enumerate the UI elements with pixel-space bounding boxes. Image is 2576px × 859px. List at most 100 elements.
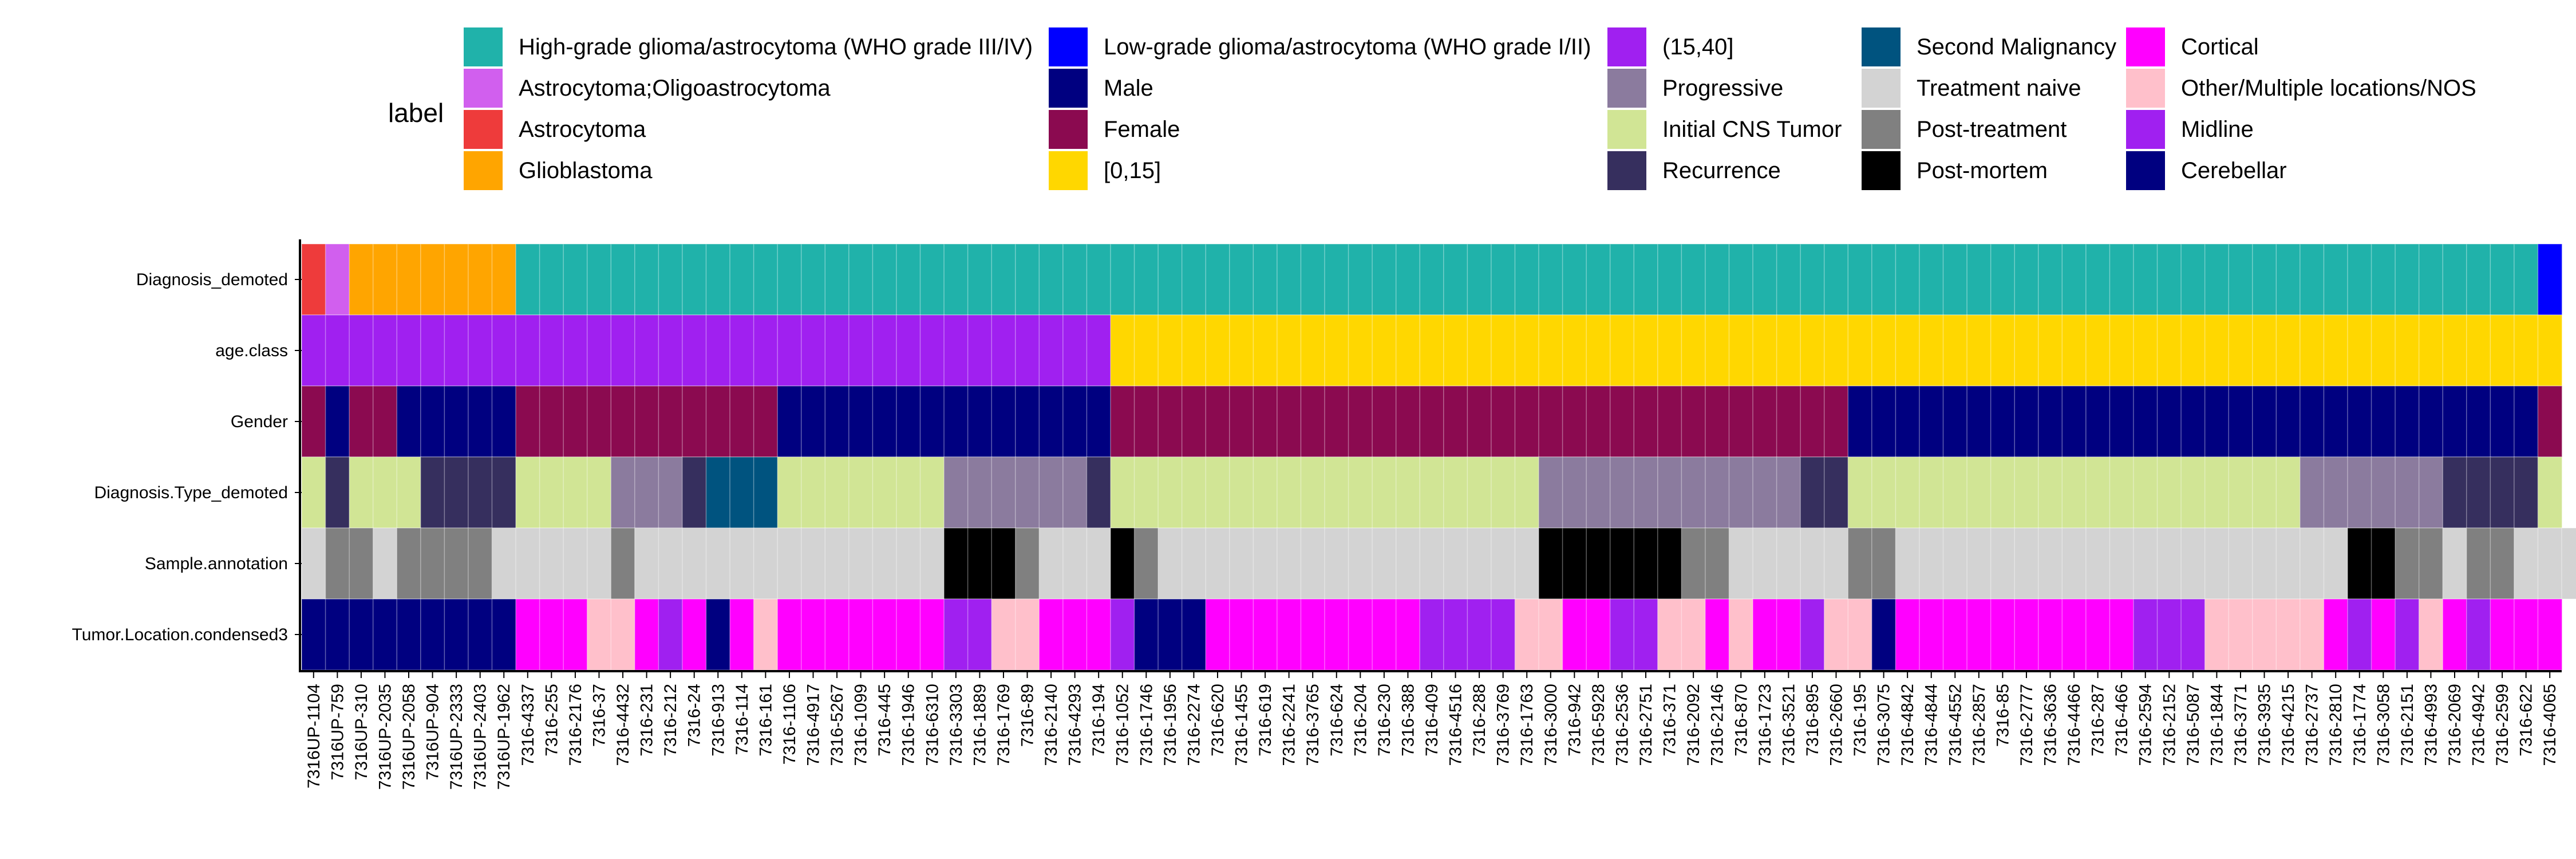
heatmap-cell	[2442, 385, 2468, 458]
column-label: 7316-194	[1089, 684, 1108, 756]
column-label: 7316-1889	[970, 684, 989, 766]
heatmap-cell	[729, 456, 754, 529]
column-label: 7316-204	[1351, 684, 1370, 756]
legend-swatch	[1607, 27, 1646, 66]
heatmap-cell	[1277, 243, 1302, 316]
heatmap-cell	[2014, 456, 2040, 529]
column-label: 7316-2176	[566, 684, 585, 766]
heatmap-cell	[1681, 385, 1706, 458]
heatmap-cell	[896, 314, 921, 387]
heatmap-cell	[2347, 456, 2372, 529]
heatmap-cell	[586, 598, 612, 671]
heatmap-cell	[800, 314, 826, 387]
legend-label: Progressive	[1662, 76, 1784, 101]
heatmap-cell	[2300, 314, 2325, 387]
heatmap-cell	[1681, 243, 1706, 316]
heatmap-cell	[2561, 527, 2576, 600]
heatmap-cell	[1443, 456, 1468, 529]
heatmap-cell	[1990, 456, 2016, 529]
heatmap-cell	[705, 598, 731, 671]
heatmap-cell	[2370, 385, 2396, 458]
heatmap-cell	[658, 527, 683, 600]
heatmap-cell	[1514, 456, 1540, 529]
heatmap-cell	[1562, 314, 1587, 387]
heatmap-cell	[848, 456, 874, 529]
heatmap-cell	[2514, 385, 2539, 458]
legend-swatch	[2126, 151, 2165, 190]
heatmap-cell	[1800, 314, 1826, 387]
heatmap-cell	[1110, 527, 1135, 600]
heatmap-cell	[1038, 527, 1064, 600]
heatmap-cell	[1110, 385, 1135, 458]
column-label: 7316-2140	[1042, 684, 1061, 766]
heatmap-cell	[943, 598, 969, 671]
heatmap-cell	[2395, 385, 2420, 458]
heatmap-cell	[1348, 456, 1373, 529]
heatmap-cell	[1443, 598, 1468, 671]
heatmap-cell	[1514, 243, 1540, 316]
heatmap-cell	[919, 243, 945, 316]
heatmap-cell	[991, 385, 1017, 458]
column-label: 7316-4215	[2279, 684, 2298, 766]
column-label: 7316-1763	[1518, 684, 1536, 766]
heatmap-cell	[2537, 314, 2563, 387]
heatmap-cell	[634, 598, 659, 671]
heatmap-cell	[2109, 456, 2135, 529]
heatmap-cell	[301, 314, 326, 387]
heatmap-cell	[1062, 456, 1088, 529]
heatmap-cell	[1871, 314, 1897, 387]
column-label: 7316-1769	[994, 684, 1013, 766]
heatmap-cell	[753, 598, 779, 671]
heatmap-cell	[1823, 314, 1849, 387]
heatmap-cell	[2109, 527, 2135, 600]
heatmap-cell	[1277, 385, 1302, 458]
legend-label: Astrocytoma	[519, 117, 646, 142]
column-label: 7316-2152	[2160, 684, 2179, 766]
heatmap-cell	[967, 385, 993, 458]
heatmap-cell	[444, 456, 469, 529]
column-label: 7316-3000	[1542, 684, 1560, 766]
heatmap-cell	[1776, 314, 1801, 387]
heatmap-cell	[2133, 527, 2158, 600]
heatmap-cell	[1324, 243, 1349, 316]
heatmap-cell	[1538, 385, 1563, 458]
column-label: 7316-230	[1375, 684, 1394, 756]
heatmap-cell	[325, 598, 350, 671]
heatmap-cell	[729, 527, 754, 600]
heatmap-cell	[396, 598, 422, 671]
heatmap-cell	[1562, 527, 1587, 600]
heatmap-cell	[919, 385, 945, 458]
heatmap-cell	[1895, 385, 1921, 458]
heatmap-cell	[1847, 243, 1873, 316]
heatmap-cell	[2370, 527, 2396, 600]
heatmap-cell	[1800, 456, 1826, 529]
heatmap-cell	[515, 527, 540, 600]
heatmap-cell	[1395, 527, 1421, 600]
heatmap-cell	[777, 314, 803, 387]
heatmap-cell	[1514, 598, 1540, 671]
heatmap-cell	[539, 314, 564, 387]
heatmap-cell	[420, 385, 445, 458]
legend-label: Female	[1104, 117, 1180, 142]
column-label: 7316UP-1962	[495, 684, 513, 790]
heatmap-cell	[634, 527, 659, 600]
heatmap-cell	[2347, 385, 2372, 458]
heatmap-cell	[1014, 314, 1040, 387]
heatmap-cell	[563, 527, 588, 600]
column-label: 7316-255	[542, 684, 561, 756]
legend-label: Midline	[2181, 117, 2254, 142]
column-label: 7316-2857	[1970, 684, 1989, 766]
heatmap-cell	[777, 527, 803, 600]
heatmap-cell	[1895, 243, 1921, 316]
heatmap-cell	[1919, 456, 1944, 529]
heatmap-cell	[2395, 456, 2420, 529]
heatmap-cell	[1300, 456, 1326, 529]
heatmap-cell	[1823, 243, 1849, 316]
heatmap-cell	[420, 527, 445, 600]
heatmap-cell	[444, 385, 469, 458]
heatmap-cell	[1419, 385, 1445, 458]
column-label: 7316UP-904	[424, 684, 442, 780]
heatmap-cell	[1157, 314, 1183, 387]
heatmap-cell	[1038, 385, 1064, 458]
heatmap-cell	[301, 385, 326, 458]
